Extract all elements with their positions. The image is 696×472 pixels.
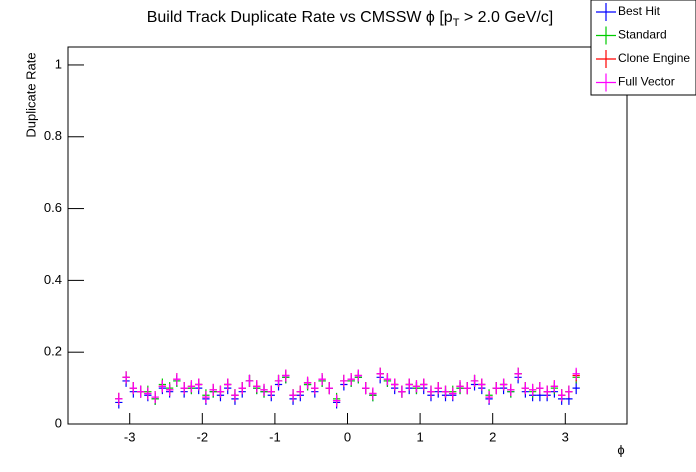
x-tick-label: 1 (416, 429, 423, 444)
x-tick-label: -1 (269, 429, 281, 444)
data-point (245, 374, 254, 387)
data-point (420, 378, 428, 391)
data-point (347, 373, 355, 386)
data-point (318, 373, 326, 386)
data-point (391, 378, 399, 391)
data-point (558, 389, 566, 402)
legend-label: Clone Engine (618, 51, 690, 65)
data-point (151, 391, 159, 404)
x-tick-label: -3 (124, 429, 136, 444)
title-subscript: T (453, 17, 460, 29)
data-point (303, 376, 312, 389)
data-point (311, 382, 319, 395)
y-tick-label: 0.2 (44, 344, 62, 359)
data-point (238, 382, 246, 395)
data-point (499, 378, 508, 391)
data-point (521, 382, 529, 395)
data-point (449, 387, 457, 400)
data-point (492, 382, 500, 395)
title-part: Build Track Duplicate Rate vs CMSSW ϕ [p (147, 9, 453, 26)
legend-label: Best Hit (618, 4, 661, 18)
data-point (398, 385, 406, 398)
legend-marker (596, 73, 616, 92)
data-point (187, 380, 196, 393)
data-point (166, 383, 174, 396)
title-part: > 2.0 GeV/c] (459, 9, 553, 26)
legend-marker (596, 50, 616, 68)
data-point (216, 385, 225, 398)
data-point (260, 383, 268, 396)
data-point (209, 383, 217, 396)
data-point (550, 380, 559, 393)
legend: Best Hit Standard Clone Engine Full Vector (590, 0, 696, 96)
data-point (369, 387, 377, 400)
data-point (478, 378, 486, 391)
x-tick-label: 0 (344, 429, 351, 444)
data-point (376, 367, 384, 380)
data-point (136, 385, 145, 398)
data-point (282, 369, 290, 382)
y-tick-label: 1 (55, 56, 62, 71)
data-point (354, 369, 363, 382)
data-point (332, 394, 341, 407)
data-point (536, 382, 544, 395)
data-point (572, 367, 580, 380)
data-point (144, 387, 152, 400)
data-point (412, 380, 421, 393)
x-tick-label: -2 (197, 429, 209, 444)
y-tick-label: 0.4 (44, 272, 62, 287)
chart-title: Build Track Duplicate Rate vs CMSSW ϕ [p… (147, 9, 554, 29)
data-point (340, 374, 348, 387)
data-point (543, 385, 551, 398)
data-point (224, 378, 232, 391)
data-point (267, 385, 275, 398)
data-point (231, 389, 239, 402)
data-point (470, 374, 479, 387)
data-point (325, 382, 333, 395)
data-point (129, 382, 137, 395)
data-point (173, 373, 181, 386)
legend-marker (596, 26, 616, 45)
data-point (572, 382, 580, 395)
data-point (485, 391, 493, 404)
data-point (362, 382, 370, 395)
data-point (115, 392, 123, 405)
data-point (122, 371, 130, 384)
data-point (274, 374, 283, 387)
data-point (158, 380, 167, 393)
x-tick-label: 3 (562, 429, 569, 444)
data-point (434, 382, 442, 395)
data-point (289, 389, 297, 402)
x-axis-label: ϕ (617, 442, 624, 457)
data-point (507, 383, 515, 396)
data-point (202, 391, 210, 404)
data-point (441, 385, 450, 398)
legend-marker (596, 3, 616, 21)
data-point (383, 373, 392, 386)
legend-label: Full Vector (618, 75, 675, 89)
data-point (463, 382, 471, 395)
x-tick-label: 2 (489, 429, 496, 444)
data-point (253, 380, 261, 393)
y-axis-label: Duplicate Rate (23, 52, 38, 137)
legend-box (590, 0, 696, 96)
data-point (514, 367, 522, 380)
data-point (528, 383, 537, 396)
data-point (405, 378, 413, 391)
data-point (456, 380, 464, 393)
y-tick-label: 0 (55, 415, 62, 430)
legend-label: Standard (618, 28, 667, 42)
data-point (427, 385, 435, 398)
data-point (296, 385, 304, 398)
data-point (180, 382, 188, 395)
data-point (565, 385, 573, 398)
y-tick-label: 0.8 (44, 128, 62, 143)
data-point (195, 378, 203, 391)
y-tick-label: 0.6 (44, 200, 62, 215)
